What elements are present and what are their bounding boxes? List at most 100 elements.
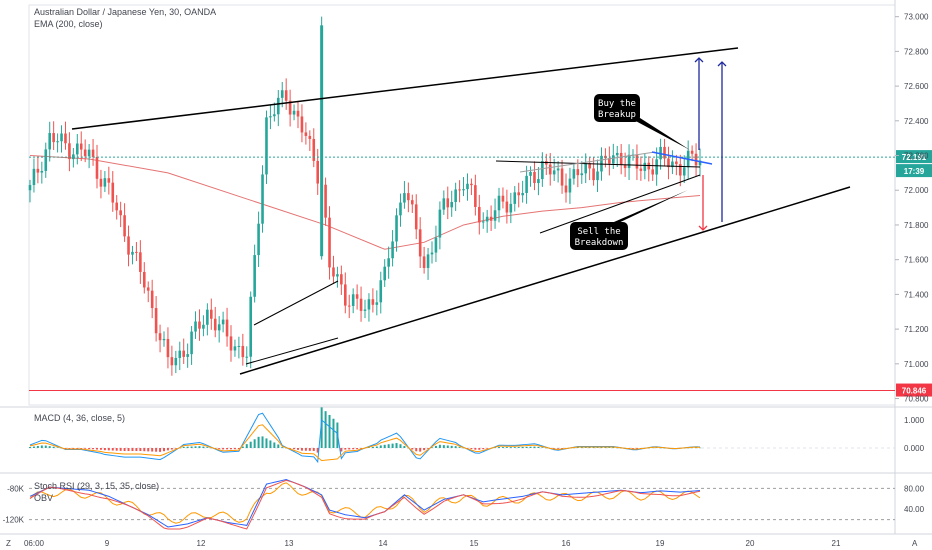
candle-body: [296, 110, 300, 117]
macd-hist-bar: [304, 448, 307, 451]
candle-body: [237, 345, 241, 347]
candle-body: [580, 173, 584, 176]
current-price-tag: [896, 150, 932, 164]
time-tick-label: 21: [832, 539, 841, 548]
candle-body: [430, 252, 434, 255]
candle-body: [596, 171, 599, 181]
macd-hist-bar: [324, 411, 327, 448]
candle-body: [146, 287, 150, 291]
timezone-z[interactable]: Z: [6, 539, 11, 548]
candle-body: [462, 189, 465, 191]
candle-body: [627, 154, 631, 169]
macd-hist-bar: [170, 448, 173, 450]
macd-hist-bar: [257, 436, 260, 448]
candle-body: [347, 305, 351, 307]
macd-hist-bar: [281, 447, 284, 448]
candle-body: [533, 171, 536, 184]
candle-body: [44, 149, 48, 171]
macd-hist-bar: [616, 447, 619, 449]
arrows[interactable]: [694, 57, 727, 231]
macd-hist-bar: [36, 445, 39, 448]
macd-hist-bar: [269, 440, 272, 448]
macd-hist-bar: [584, 447, 587, 448]
macd-hist-bar: [367, 447, 370, 448]
candle-body: [202, 324, 205, 329]
macd-hist-bar: [379, 445, 382, 448]
macd-hist-bar: [576, 447, 579, 448]
macd-hist-bar: [438, 444, 441, 448]
candle-body: [154, 308, 158, 334]
candle-body: [68, 143, 71, 160]
obv-label[interactable]: OBV: [34, 493, 54, 503]
stoch-tick-80: 80.00: [904, 484, 925, 493]
macd-hist-bar: [399, 444, 402, 448]
obv-tick-80k: -80K: [7, 484, 25, 493]
stoch-rsi-label[interactable]: Stoch RSI (29, 3, 15, 35, close): [34, 481, 160, 491]
candle-body: [332, 267, 335, 277]
candle-body: [288, 100, 292, 115]
macd-hist-bar: [123, 448, 126, 452]
price-tick-label: 71.000: [904, 360, 929, 369]
candle-body: [83, 149, 87, 157]
candle-body: [667, 158, 670, 168]
candle-body: [466, 183, 469, 190]
time-tick-label: 20: [746, 539, 755, 548]
candle-body: [206, 309, 209, 325]
candle-body: [336, 274, 339, 277]
macd-hist-bar: [96, 448, 98, 450]
macd-hist-bar: [245, 444, 248, 448]
price-tick-label: 72.000: [904, 186, 929, 195]
macd-hist-bar: [450, 445, 453, 448]
auto-scale-a[interactable]: A: [912, 539, 918, 548]
macd-hist-bar: [505, 447, 508, 448]
time-tick-label: 14: [379, 539, 388, 548]
candle-body: [249, 296, 253, 357]
lower-channel-line: [239, 186, 851, 375]
macd-hist-bar: [29, 446, 31, 448]
buy-callout-line1: Buy the: [598, 99, 636, 109]
macd-hist-bar: [478, 448, 481, 450]
buy-callout-box: [594, 94, 640, 122]
candle-body: [343, 284, 347, 306]
macd-legend[interactable]: MACD (4, 36, close, 5): [34, 413, 126, 423]
sell-arrow-head: [698, 225, 708, 231]
candle-body: [485, 216, 489, 222]
stoch-rsi-plot: 80.00 40.00 -80K -120K: [3, 479, 925, 530]
candle-body: [56, 141, 59, 143]
candle-body: [324, 184, 327, 218]
price-axis[interactable]: 73.000 72.800 72.600 72.400 72.200 72.000 71.8…: [895, 13, 929, 404]
candle-body: [292, 110, 296, 115]
wedge-support-line: [539, 174, 701, 234]
candle-body: [493, 210, 497, 221]
macd-hist-bar: [198, 446, 201, 448]
symbol-title[interactable]: Australian Dollar / Japanese Yen, 30, OA…: [34, 7, 217, 17]
macd-hist-bar: [135, 448, 138, 452]
macd-line: [29, 412, 701, 464]
macd-hist-bar: [596, 447, 599, 448]
candle-body: [111, 182, 115, 203]
candle-body: [517, 192, 521, 196]
macd-hist-bar: [635, 448, 638, 449]
macd-hist-bar: [561, 448, 564, 449]
ema-legend[interactable]: EMA (200, close): [34, 19, 103, 29]
candle-body: [442, 198, 446, 210]
macd-hist-bar: [383, 444, 386, 448]
time-axis[interactable]: 06:00 9 12 13 14 15 16 19 20 21: [24, 539, 841, 548]
macd-hist-bar: [525, 446, 528, 448]
candle-body: [568, 178, 572, 193]
trendlines[interactable]: [71, 47, 851, 375]
macd-hist-bar: [194, 446, 197, 448]
candle-body: [588, 163, 591, 169]
candle-body: [556, 168, 560, 171]
ema-line: [29, 155, 701, 250]
macd-hist-bar: [253, 439, 256, 448]
macd-hist-bar: [115, 448, 118, 451]
macd-hist-bar: [588, 447, 591, 448]
macd-hist-bar: [434, 445, 437, 448]
candle-body: [611, 155, 615, 164]
candle-body: [584, 163, 588, 174]
main-pane[interactable]: [28, 4, 896, 406]
macd-hist-bar: [498, 447, 500, 448]
candle-body: [474, 185, 477, 207]
